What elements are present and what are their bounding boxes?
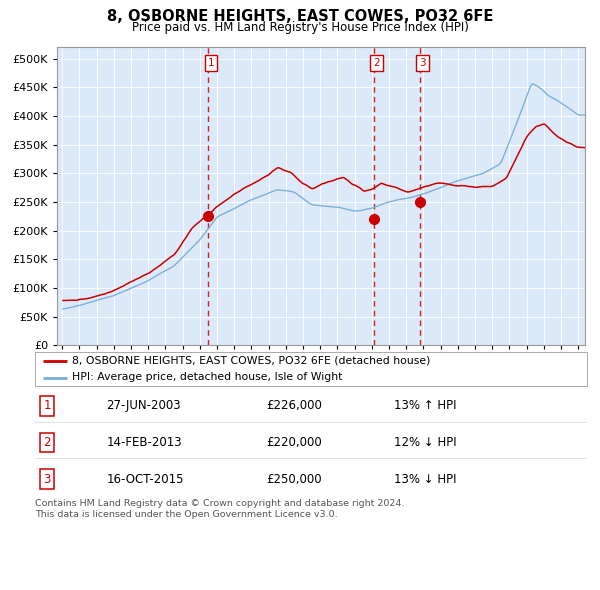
Text: 13% ↑ HPI: 13% ↑ HPI: [394, 399, 456, 412]
Text: 3: 3: [43, 473, 50, 486]
Text: HPI: Average price, detached house, Isle of Wight: HPI: Average price, detached house, Isle…: [73, 372, 343, 382]
Text: 12% ↓ HPI: 12% ↓ HPI: [394, 436, 456, 449]
Text: 14-FEB-2013: 14-FEB-2013: [107, 436, 182, 449]
Text: Contains HM Land Registry data © Crown copyright and database right 2024.
This d: Contains HM Land Registry data © Crown c…: [35, 499, 404, 519]
Text: £226,000: £226,000: [266, 399, 323, 412]
Text: 2: 2: [373, 58, 380, 68]
Text: 8, OSBORNE HEIGHTS, EAST COWES, PO32 6FE (detached house): 8, OSBORNE HEIGHTS, EAST COWES, PO32 6FE…: [73, 356, 431, 366]
Text: 16-OCT-2015: 16-OCT-2015: [107, 473, 184, 486]
Text: 13% ↓ HPI: 13% ↓ HPI: [394, 473, 456, 486]
Text: Price paid vs. HM Land Registry's House Price Index (HPI): Price paid vs. HM Land Registry's House …: [131, 21, 469, 34]
Text: 8, OSBORNE HEIGHTS, EAST COWES, PO32 6FE: 8, OSBORNE HEIGHTS, EAST COWES, PO32 6FE: [107, 9, 493, 24]
Text: 3: 3: [419, 58, 425, 68]
Text: 2: 2: [43, 436, 50, 449]
Text: 27-JUN-2003: 27-JUN-2003: [107, 399, 181, 412]
Text: £250,000: £250,000: [266, 473, 322, 486]
Text: 1: 1: [208, 58, 214, 68]
Text: 1: 1: [43, 399, 50, 412]
Text: £220,000: £220,000: [266, 436, 322, 449]
